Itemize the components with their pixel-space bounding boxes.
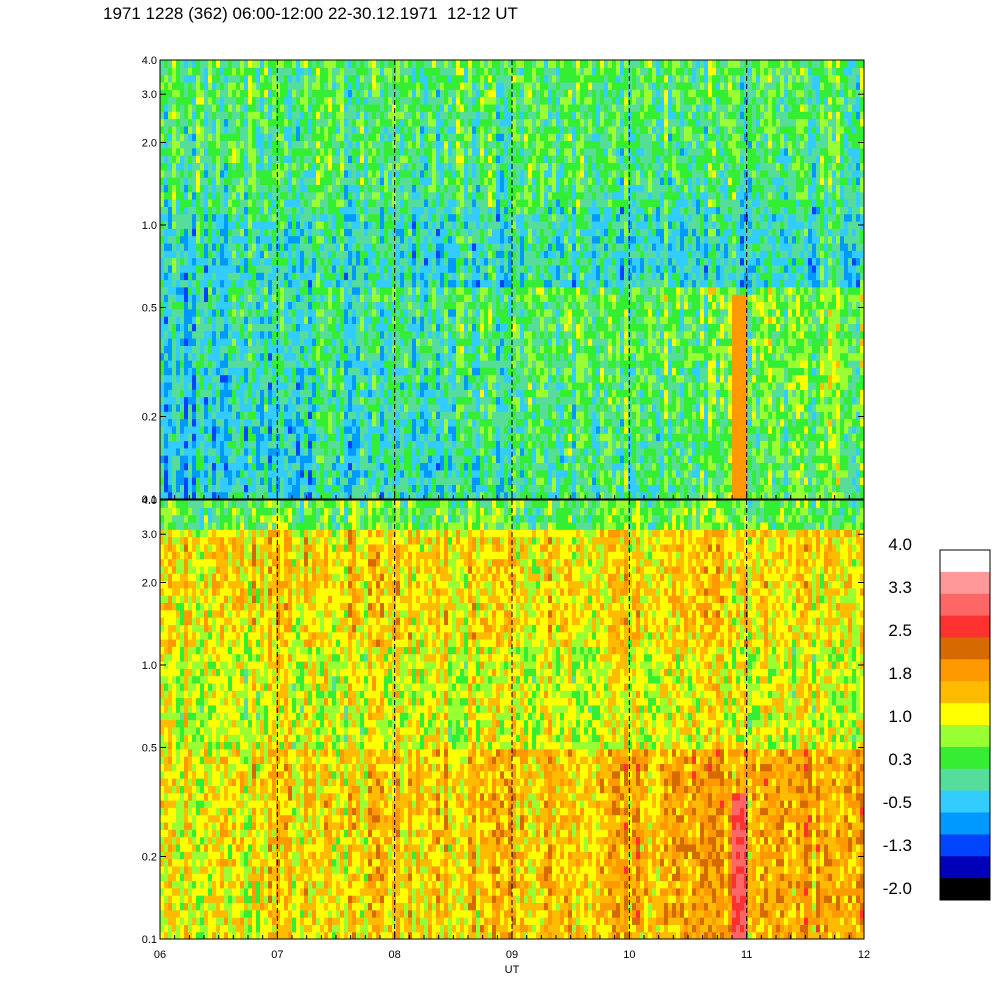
y-tick-label: 3.0: [142, 529, 157, 541]
y-tick-label: 0.2: [142, 412, 157, 424]
colorbar: 4.0 3.3 2.5 1.8 1.0 0.3 -0.5 -1.3 -2.0: [883, 535, 991, 901]
heatmap-field: [160, 60, 864, 499]
colorbar-segment: [940, 768, 990, 792]
x-tick-label: 12: [858, 949, 870, 961]
x-tick-label: 08: [389, 949, 401, 961]
colorbar-segment: [940, 856, 990, 879]
y-tick-label: 4.0: [142, 495, 157, 507]
colorbar-segment: [940, 746, 990, 770]
y-tick-label: 1.0: [142, 220, 157, 232]
page-title: 1971 1228 (362) 06:00-12:00 22-30.12.197…: [103, 4, 518, 24]
colorbar-segment: [940, 681, 990, 704]
colorbar-label: -0.5: [883, 793, 912, 812]
x-tick-label: 09: [506, 949, 518, 961]
colorbar-segment: [940, 703, 990, 726]
x-tick-label: 11: [741, 949, 752, 961]
colorbar-label: 0.3: [888, 750, 912, 769]
colorbar-segment: [940, 812, 990, 835]
colorbar-segment: [940, 615, 990, 638]
y-tick-label: 1.0: [142, 660, 157, 672]
y-tick-label: 0.2: [142, 852, 157, 864]
colorbar-segment: [940, 593, 990, 617]
y-tick-label: 0.1: [142, 934, 157, 946]
colorbar-frame: [939, 549, 991, 901]
colorbar-label: 2.5: [888, 621, 912, 640]
y-tick-label: 4.0: [142, 55, 157, 67]
y-tick-label: 3.0: [142, 89, 157, 101]
y-tick-label: 0.5: [142, 742, 157, 754]
colorbar-segment: [940, 725, 990, 748]
y-tick-label: 0.1: [142, 494, 157, 506]
upper-spectrogram-panel: 4.0 3.0 2.0 1.0 0.5 0.2 0.1: [142, 55, 865, 506]
colorbar-label: 3.3: [888, 578, 912, 597]
x-tick-label: 06: [154, 949, 166, 961]
y-tick-label: 2.0: [142, 137, 157, 149]
colorbar-label: 1.8: [888, 664, 912, 683]
lower-spectrogram-panel: 4.0 3.0 2.0 1.0 0.5 0.2 0.1 06 07 08 09 10 11 12: [142, 495, 870, 961]
colorbar-segment: [940, 550, 990, 573]
colorbar-segment: [940, 834, 990, 857]
colorbar-segment: [940, 637, 990, 660]
x-tick-label: 07: [271, 949, 283, 961]
colorbar-segment: [940, 571, 990, 595]
y-tick-label: 0.5: [142, 302, 157, 314]
x-tick-label: 10: [623, 949, 635, 961]
y-tick-label: 2.0: [142, 577, 157, 589]
colorbar-segment: [940, 878, 990, 901]
colorbar-label: -1.3: [883, 836, 912, 855]
heatmap-field: [160, 500, 864, 939]
colorbar-label: 4.0: [888, 535, 912, 554]
colorbar-label: -2.0: [883, 879, 912, 898]
x-axis-label: UT: [505, 964, 520, 976]
colorbar-segment: [940, 659, 990, 682]
colorbar-label: 1.0: [888, 707, 912, 726]
colorbar-segment: [940, 790, 990, 813]
